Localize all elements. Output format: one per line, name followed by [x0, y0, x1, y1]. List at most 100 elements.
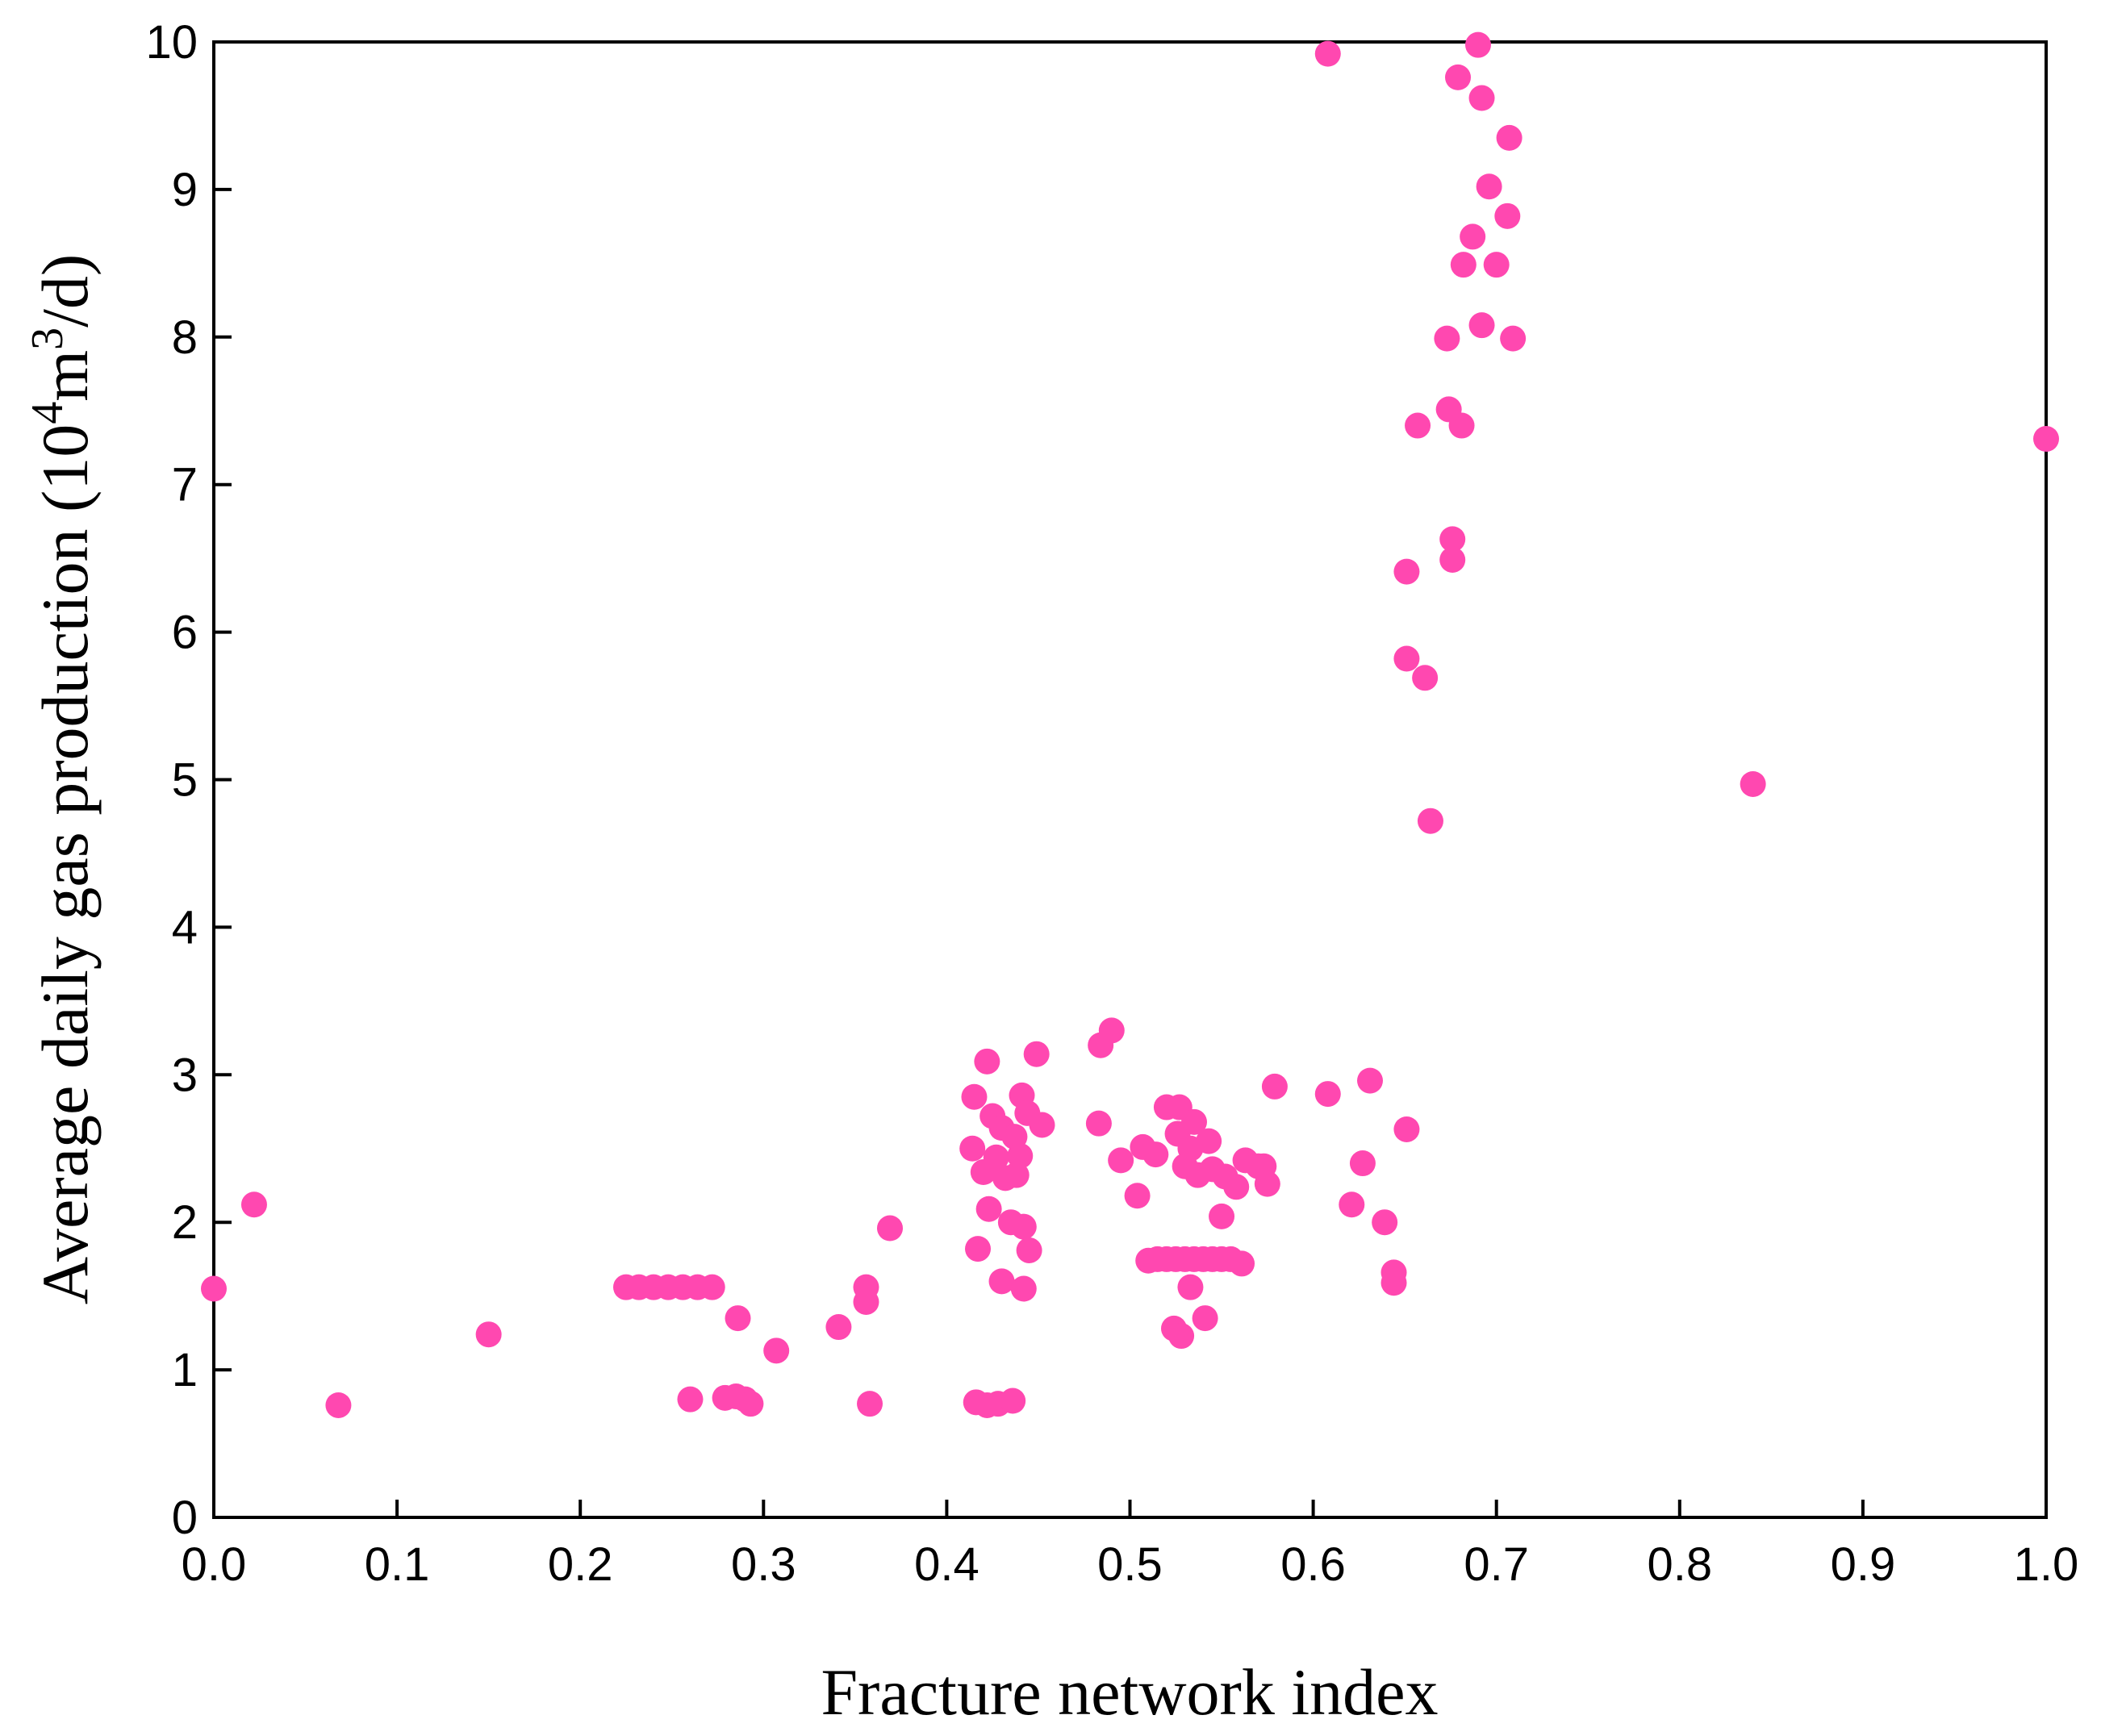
x-tick-label: 0.6: [1280, 1538, 1346, 1591]
data-point: [1098, 1017, 1125, 1044]
x-tick-label: 0.2: [548, 1538, 613, 1591]
data-point: [1357, 1067, 1384, 1094]
data-point: [1450, 252, 1477, 278]
x-tick-label: 1.0: [2014, 1538, 2079, 1591]
data-point: [240, 1191, 267, 1218]
data-point: [1483, 252, 1510, 278]
data-point: [325, 1392, 352, 1418]
x-tick-label: 0.5: [1097, 1538, 1163, 1591]
data-point: [677, 1386, 704, 1413]
data-point: [975, 1196, 1002, 1222]
data-point: [1085, 1110, 1112, 1137]
data-point: [1460, 223, 1486, 250]
data-point: [699, 1274, 725, 1300]
data-point: [1314, 1081, 1341, 1108]
data-point: [475, 1321, 502, 1348]
data-point: [1010, 1275, 1037, 1302]
data-point: [1494, 202, 1521, 229]
data-point: [1417, 807, 1443, 834]
data-point: [1168, 1323, 1195, 1350]
y-tick-label: 1: [172, 1344, 198, 1396]
data-point: [1476, 173, 1502, 200]
data-point: [1003, 1162, 1030, 1188]
data-point: [1218, 1246, 1244, 1272]
data-point: [1349, 1150, 1376, 1177]
data-point: [853, 1288, 879, 1315]
data-point: [1209, 1203, 1235, 1229]
data-point: [1016, 1237, 1042, 1263]
data-point: [983, 1144, 1009, 1171]
data-point: [1223, 1174, 1250, 1200]
y-tick-label: 2: [172, 1196, 198, 1249]
data-point: [876, 1215, 903, 1241]
data-point: [1393, 1116, 1420, 1142]
data-point: [1434, 325, 1460, 352]
y-tick-label: 10: [145, 16, 198, 69]
data-point: [1192, 1305, 1218, 1332]
x-tick-label: 0.3: [731, 1538, 796, 1591]
data-point: [825, 1314, 852, 1341]
data-point: [725, 1305, 751, 1332]
data-point: [974, 1048, 1000, 1075]
data-point: [1393, 558, 1420, 585]
data-point: [961, 1083, 988, 1110]
y-tick-label: 9: [172, 164, 198, 216]
data-point: [1142, 1141, 1169, 1168]
x-tick-label: 0.0: [182, 1538, 247, 1591]
axis-tick-labels: 0.0 0.1 0.2 0.3 0.4 0.5 0.6 0.7 0.8 0.9 1.0 0 1 2 3 4 5 6…: [145, 16, 2078, 1591]
x-axis-title: Fracture network index: [821, 1655, 1438, 1729]
data-point: [1448, 412, 1475, 439]
y-tick-label: 8: [172, 311, 198, 364]
data-point: [1314, 40, 1341, 67]
data-point: [1029, 1112, 1055, 1138]
data-point: [965, 1236, 992, 1262]
data-point: [1464, 31, 1491, 58]
data-point: [857, 1391, 883, 1417]
data-point: [1108, 1147, 1134, 1174]
data-point: [1380, 1270, 1407, 1296]
data-point: [201, 1275, 227, 1302]
y-tick-label: 6: [172, 607, 198, 659]
data-point: [1000, 1388, 1026, 1414]
data-point: [1439, 526, 1466, 553]
data-point: [1180, 1108, 1207, 1135]
data-point: [1412, 665, 1439, 691]
x-tick-label: 0.9: [1831, 1538, 1896, 1591]
plot-frame: [212, 40, 2048, 1519]
data-point: [1500, 325, 1527, 352]
data-point: [1372, 1209, 1398, 1236]
data-point: [1010, 1213, 1037, 1240]
axis-ticks: [212, 40, 2048, 1519]
data-point: [1439, 546, 1466, 573]
data-point: [763, 1337, 790, 1364]
y-tick-label: 5: [172, 754, 198, 807]
x-tick-label: 0.1: [365, 1538, 430, 1591]
data-point: [1023, 1041, 1050, 1067]
y-tick-label: 4: [172, 901, 198, 954]
data-point: [1445, 64, 1472, 90]
data-points: [201, 31, 2059, 1418]
y-tick-label: 3: [172, 1049, 198, 1101]
data-point: [1405, 412, 1431, 439]
data-point: [1007, 1142, 1034, 1169]
data-point: [1177, 1274, 1204, 1300]
data-point: [1468, 312, 1495, 339]
data-point: [1393, 645, 1420, 672]
data-point: [1254, 1171, 1280, 1197]
y-tick-label: 0: [172, 1492, 198, 1544]
x-tick-label: 0.8: [1647, 1538, 1712, 1591]
data-point: [1196, 1128, 1222, 1154]
data-point: [1740, 770, 1766, 797]
data-point: [1496, 124, 1522, 151]
x-tick-label: 0.4: [914, 1538, 979, 1591]
data-point: [737, 1391, 764, 1417]
data-point: [2033, 426, 2059, 453]
data-point: [1124, 1183, 1151, 1209]
data-point: [988, 1268, 1015, 1295]
data-point: [1261, 1073, 1288, 1100]
data-point: [1339, 1191, 1365, 1218]
data-point: [959, 1135, 986, 1162]
data-point: [1468, 85, 1495, 111]
x-tick-label: 0.7: [1464, 1538, 1529, 1591]
